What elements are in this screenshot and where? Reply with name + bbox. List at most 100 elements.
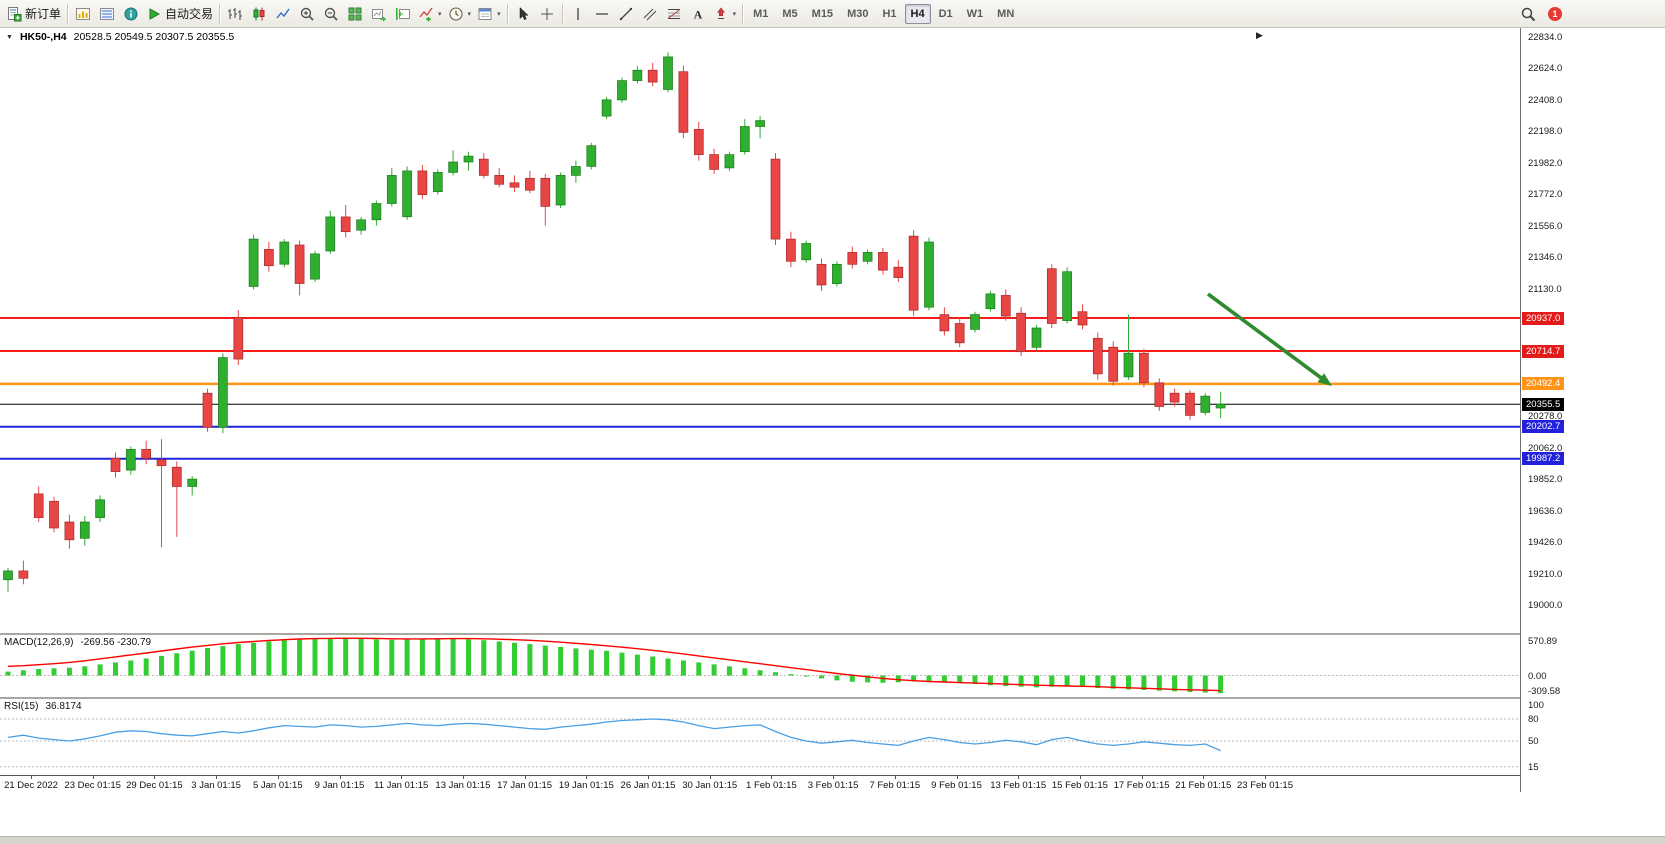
cursor-button[interactable] bbox=[511, 3, 535, 25]
line-chart-button[interactable] bbox=[271, 3, 295, 25]
macd-histogram-bar bbox=[1034, 675, 1039, 688]
one-click-trading-toggle[interactable]: ▼ bbox=[6, 33, 13, 41]
candle-body bbox=[801, 243, 812, 261]
vertical-line-button[interactable] bbox=[566, 3, 590, 25]
macd-histogram-bar bbox=[343, 638, 349, 676]
price-axis[interactable]: 22834.0 22624.0 22408.0 22198.0 21982.0 21772… bbox=[1520, 28, 1665, 792]
timeframe-d1[interactable]: D1 bbox=[938, 7, 953, 20]
candle bbox=[463, 151, 474, 171]
new-chart-button[interactable] bbox=[71, 3, 95, 25]
time-tick-label: 21 Feb 01:15 bbox=[1175, 780, 1232, 791]
market-watch-button[interactable] bbox=[95, 3, 119, 25]
channel-button[interactable] bbox=[638, 3, 662, 25]
time-tick-label: 15 Feb 01:15 bbox=[1051, 780, 1108, 791]
timeframe-h4[interactable]: H4 bbox=[904, 3, 931, 24]
candle-body bbox=[755, 120, 765, 127]
candle-body bbox=[847, 252, 858, 265]
zoom-out-button[interactable] bbox=[319, 3, 343, 25]
macd-histogram-bar bbox=[435, 638, 441, 676]
timeframe-m5[interactable]: M5 bbox=[782, 7, 798, 20]
candle-body bbox=[33, 493, 44, 518]
timeframe-h1[interactable]: H1 bbox=[882, 7, 897, 20]
candle bbox=[571, 160, 581, 183]
candle bbox=[786, 231, 796, 268]
panel-splitter[interactable] bbox=[0, 697, 1665, 699]
macd-histogram-bar bbox=[143, 658, 149, 676]
panel-splitter[interactable] bbox=[0, 633, 1665, 635]
macd-histogram-bar bbox=[1156, 675, 1162, 691]
candle-body bbox=[862, 252, 873, 262]
chart-shift-icon bbox=[396, 7, 411, 20]
candle-body bbox=[1154, 382, 1165, 407]
dropdown-caret-icon[interactable]: ▾ bbox=[497, 10, 501, 18]
candle-body bbox=[340, 216, 351, 233]
text-label-button[interactable]: A bbox=[686, 3, 710, 25]
macd-histogram-bar bbox=[512, 642, 517, 676]
macd-histogram-bar bbox=[634, 654, 640, 676]
zoom-in-button[interactable] bbox=[295, 3, 319, 25]
macd-histogram-bar bbox=[297, 639, 303, 676]
chart-shift-marker[interactable]: ▶ bbox=[1256, 30, 1263, 40]
time-tick-mark bbox=[894, 776, 896, 779]
trendline-button[interactable] bbox=[614, 3, 638, 25]
data-window-button[interactable] bbox=[119, 3, 143, 25]
auto-trading-button[interactable]: 自动交易 bbox=[143, 3, 216, 25]
crosshair-button[interactable] bbox=[535, 3, 559, 25]
auto-scroll-button[interactable] bbox=[367, 3, 391, 25]
candle-body bbox=[3, 570, 13, 581]
candle-body bbox=[463, 155, 474, 163]
candle-body bbox=[678, 71, 689, 133]
dropdown-caret-icon[interactable]: ▾ bbox=[732, 10, 737, 18]
indicator-scale-label: 570.89 bbox=[1528, 636, 1558, 647]
candlestick-chart-button[interactable] bbox=[247, 3, 271, 25]
candle bbox=[1092, 332, 1103, 380]
macd-histogram-bar bbox=[665, 658, 671, 676]
dropdown-caret-icon[interactable]: ▾ bbox=[438, 10, 442, 18]
timeframe-w1[interactable]: W1 bbox=[966, 7, 984, 20]
chart-shift-button[interactable] bbox=[391, 3, 415, 25]
arrows-button[interactable]: ▾ bbox=[710, 3, 740, 25]
macd-histogram-bar bbox=[419, 638, 425, 676]
time-tick-label: 7 Feb 01:15 bbox=[869, 780, 921, 791]
bar-chart-button[interactable] bbox=[223, 3, 247, 25]
time-tick-mark bbox=[462, 776, 464, 779]
candle-body bbox=[954, 323, 965, 344]
macd-histogram-bar bbox=[220, 646, 226, 676]
timeframe-mn[interactable]: MN bbox=[997, 7, 1015, 20]
trend-arrow-annotation[interactable] bbox=[1206, 292, 1332, 386]
notification-badge[interactable]: 1 bbox=[1548, 6, 1562, 21]
candle bbox=[18, 560, 29, 585]
tile-windows-button[interactable] bbox=[343, 3, 367, 25]
macd-histogram-bar bbox=[281, 640, 287, 676]
time-axis[interactable]: 21 Dec 2022 23 Dec 01:15 29 Dec 01:15 3 Jan… bbox=[0, 776, 1520, 794]
periods-clock-icon bbox=[449, 7, 463, 20]
autotrading-play-label: 自动交易 bbox=[165, 7, 214, 21]
ohlc-values: 20528.5 20549.5 20307.5 20355.5 bbox=[73, 31, 235, 43]
candle bbox=[647, 62, 658, 87]
rsi-line bbox=[7, 718, 1221, 752]
candle bbox=[1139, 348, 1149, 388]
timeframe-m30[interactable]: M30 bbox=[847, 7, 869, 20]
rsi-panel-canvas[interactable] bbox=[0, 699, 1520, 775]
candle bbox=[187, 476, 198, 496]
indicators-button[interactable]: ▾ bbox=[415, 3, 445, 25]
horizontal-line-button[interactable] bbox=[590, 3, 614, 25]
macd-panel-canvas[interactable] bbox=[0, 635, 1520, 697]
price-chart-canvas[interactable] bbox=[0, 28, 1520, 633]
candle bbox=[663, 52, 673, 93]
timeframe-m15[interactable]: M15 bbox=[811, 7, 834, 20]
dropdown-caret-icon[interactable]: ▾ bbox=[467, 10, 472, 18]
candle bbox=[325, 210, 336, 254]
search-button[interactable] bbox=[1516, 3, 1540, 25]
candle-body bbox=[294, 244, 305, 284]
periods-clock-button[interactable]: ▾ bbox=[445, 3, 475, 25]
new-order-button[interactable]: 新订单 bbox=[3, 3, 64, 25]
fibonacci-button[interactable] bbox=[662, 3, 686, 25]
candle bbox=[386, 168, 397, 207]
timeframe-m1[interactable]: M1 bbox=[753, 7, 769, 20]
candle bbox=[939, 307, 950, 336]
macd-histogram-bar bbox=[972, 675, 978, 685]
symbol-period-label: HK50-,H4 bbox=[19, 31, 67, 43]
candle bbox=[878, 248, 888, 275]
templates-button[interactable]: ▾ bbox=[474, 3, 504, 25]
